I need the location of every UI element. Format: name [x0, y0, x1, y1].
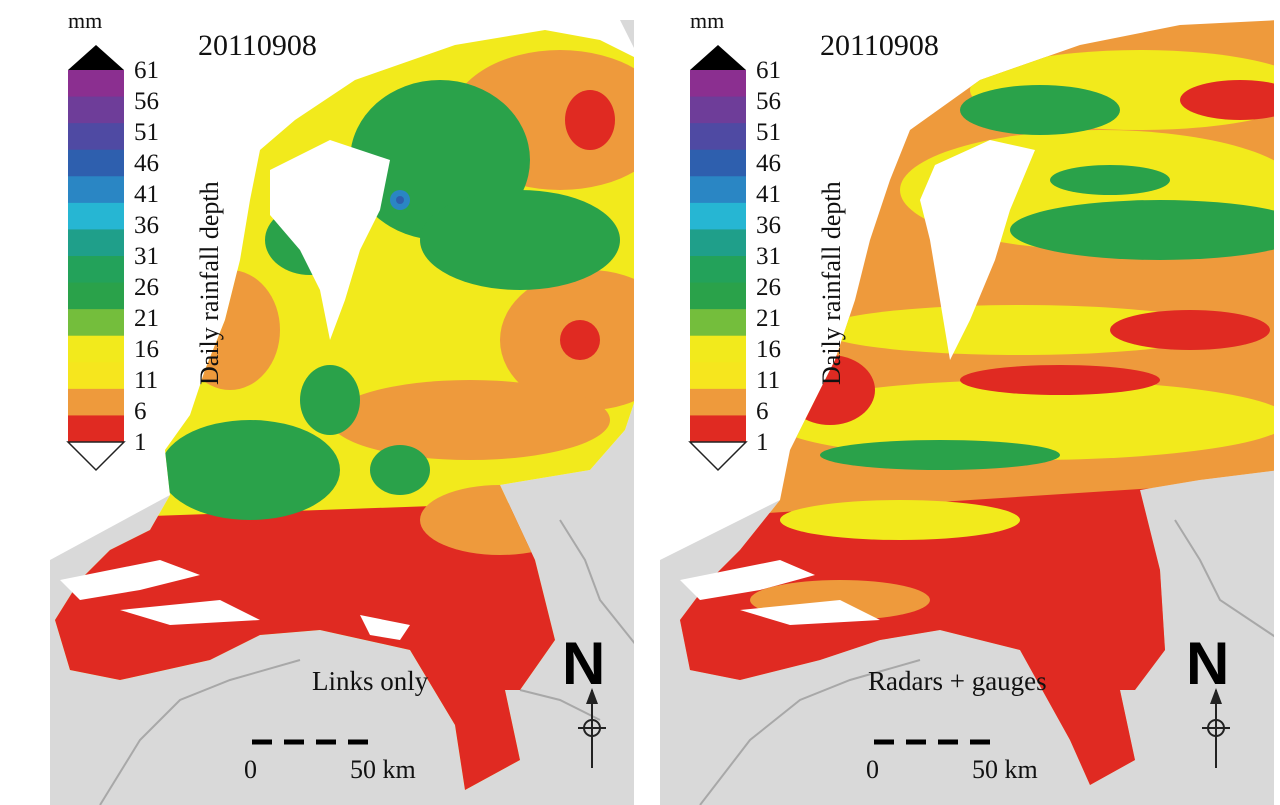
legend-color-band	[690, 70, 746, 98]
legend-color-band	[68, 256, 124, 284]
legend-color-band	[68, 96, 124, 124]
legend-tick-label: 31	[134, 243, 159, 270]
legend-color-band	[690, 123, 746, 151]
scale-end-label: 50 km	[972, 755, 1038, 784]
map-date: 20110908	[820, 29, 939, 62]
land-outside	[50, 20, 634, 805]
map-date: 20110908	[198, 29, 317, 62]
legend-tick-label: 51	[134, 119, 159, 146]
legend-tick-label: 6	[756, 398, 769, 425]
legend-tick-label: 6	[134, 398, 147, 425]
north-letter: N	[562, 630, 605, 697]
legend-unit: mm	[690, 8, 724, 33]
legend-tick-label: 16	[134, 336, 159, 363]
legend-under-triangle	[688, 441, 748, 472]
legend-tick-label: 1	[756, 429, 769, 456]
land-outside	[660, 470, 1274, 805]
legend-tick-label: 16	[756, 336, 781, 363]
legend-color-band	[68, 123, 124, 151]
legend-color-band	[690, 176, 746, 204]
north-letter: N	[1186, 630, 1229, 697]
legend-tick-label: 51	[756, 119, 781, 146]
estuary	[740, 600, 880, 625]
estuary	[120, 600, 260, 625]
legend-color-band	[68, 202, 124, 230]
legend-over-triangle	[68, 45, 124, 70]
border-line	[699, 659, 921, 805]
legend-tick-label: 11	[134, 367, 158, 394]
legend-tick-label: 61	[756, 57, 781, 84]
legend-color-band	[68, 335, 124, 363]
legend-color-band	[68, 309, 124, 337]
legend-tick-label: 56	[756, 88, 781, 115]
legend-color-band	[690, 202, 746, 230]
legend-over-triangle	[690, 45, 746, 70]
legend-tick-label: 26	[756, 274, 781, 301]
legend-tick-label: 21	[756, 305, 781, 332]
legend-color-band	[68, 176, 124, 204]
scale-end-label: 50 km	[350, 755, 416, 784]
legend-color-band	[68, 282, 124, 310]
legend-tick-label: 36	[134, 212, 159, 239]
legend-tick-label: 41	[756, 181, 781, 208]
border-line	[559, 519, 634, 645]
scale-start-label: 0	[244, 755, 257, 784]
legend-color-band	[690, 388, 746, 416]
legend-color-band	[690, 415, 746, 443]
legend-color-band	[690, 149, 746, 177]
legend-color-band	[690, 309, 746, 337]
estuary	[680, 560, 815, 600]
legend-color-band	[690, 282, 746, 310]
legend-tick-label: 46	[756, 150, 781, 177]
border-line	[519, 689, 601, 721]
legend-color-band	[68, 70, 124, 98]
legend-tick-label: 46	[134, 150, 159, 177]
lake-ijsselmeer	[920, 140, 1035, 360]
legend-tick-label: 61	[134, 57, 159, 84]
border-line	[1174, 519, 1274, 638]
estuary	[60, 560, 200, 600]
lake-ijsselmeer	[270, 140, 390, 340]
border-line	[99, 659, 301, 805]
legend-axis-label: Daily rainfall depth	[195, 181, 224, 385]
scale-start-label: 0	[866, 755, 879, 784]
legend-color-band	[68, 149, 124, 177]
scale-bar: 0 50 km	[866, 739, 1038, 784]
legend-tick-label: 56	[134, 88, 159, 115]
legend-color-band	[690, 335, 746, 363]
legend-color-band	[68, 229, 124, 257]
legend-tick-label: 31	[756, 243, 781, 270]
legend-tick-label: 36	[756, 212, 781, 239]
map-panel-radars-gauges: mm 61 56 51 46 41 36 31 26 21 16 11 6 1 Daily rainfa…	[640, 0, 1274, 805]
method-label: Radars + gauges	[868, 666, 1047, 696]
legend-unit: mm	[68, 8, 102, 33]
legend-tick-label: 21	[134, 305, 159, 332]
legend-color-band	[690, 96, 746, 124]
legend-tick-label: 26	[134, 274, 159, 301]
scale-bar: 0 50 km	[244, 739, 416, 784]
legend-colorbar	[688, 45, 748, 472]
legend-tick-label: 1	[134, 429, 147, 456]
legend-color-band	[68, 415, 124, 443]
north-arrow: N	[1186, 630, 1230, 768]
legend-color-band	[68, 388, 124, 416]
legend-color-band	[68, 362, 124, 390]
legend-colorbar	[66, 45, 126, 472]
legend-color-band	[690, 229, 746, 257]
map-panel-links-only: mm 61 56 51 46 41 36 31 26 21 16 11 6 1 Daily rainfa…	[0, 0, 634, 805]
legend-color-band	[690, 362, 746, 390]
estuary	[360, 615, 410, 640]
legend-under-triangle	[66, 441, 126, 472]
method-label: Links only	[312, 666, 429, 696]
legend-tick-label: 11	[756, 367, 780, 394]
north-arrow: N	[562, 630, 606, 768]
legend-color-band	[690, 256, 746, 284]
legend-axis-label: Daily rainfall depth	[817, 181, 846, 385]
legend-tick-label: 41	[134, 181, 159, 208]
